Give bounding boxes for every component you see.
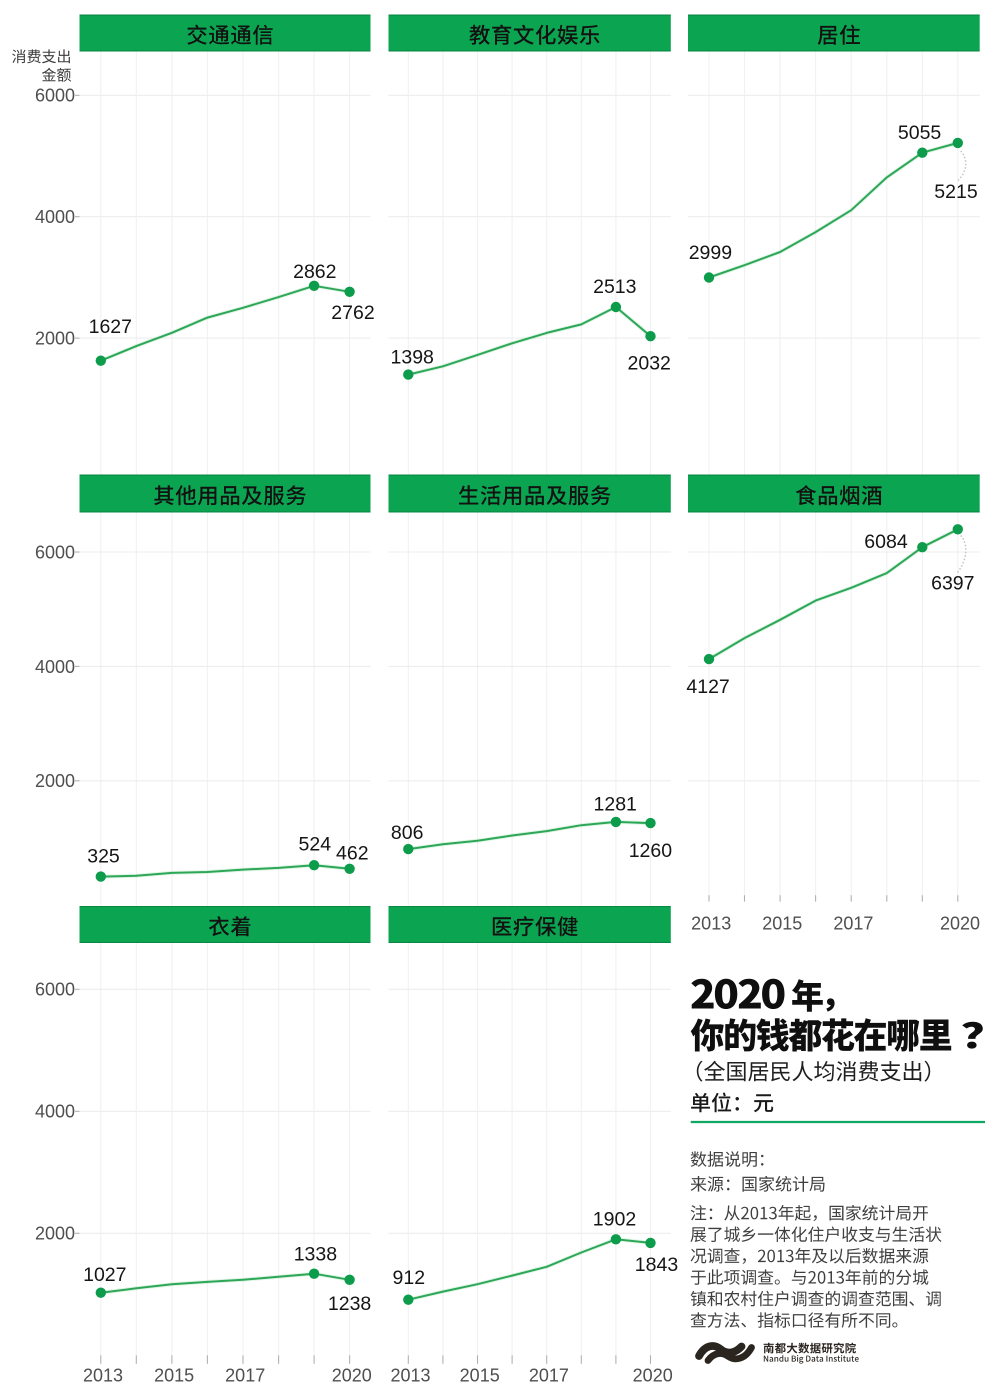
svg-text:1627: 1627 — [89, 316, 132, 338]
svg-text:2513: 2513 — [593, 276, 636, 298]
svg-text:6000: 6000 — [35, 542, 75, 562]
svg-text:524: 524 — [299, 834, 332, 856]
svg-text:2762: 2762 — [331, 302, 374, 324]
svg-text:5215: 5215 — [934, 181, 978, 203]
svg-text:1260: 1260 — [629, 840, 673, 862]
svg-text:1027: 1027 — [83, 1264, 126, 1286]
svg-text:4127: 4127 — [686, 676, 729, 698]
svg-text:806: 806 — [391, 822, 424, 844]
svg-text:6397: 6397 — [931, 573, 974, 595]
svg-text:5055: 5055 — [898, 122, 942, 144]
svg-text:462: 462 — [336, 843, 369, 865]
svg-text:2015: 2015 — [460, 1366, 500, 1386]
svg-text:325: 325 — [87, 846, 120, 868]
svg-text:2020: 2020 — [633, 1366, 673, 1386]
svg-text:2000: 2000 — [35, 1224, 75, 1244]
svg-text:2999: 2999 — [689, 242, 732, 264]
svg-text:2032: 2032 — [628, 353, 671, 375]
svg-text:2020: 2020 — [332, 1366, 372, 1386]
svg-text:912: 912 — [393, 1267, 426, 1289]
svg-text:2017: 2017 — [225, 1366, 265, 1386]
svg-text:4000: 4000 — [35, 207, 75, 227]
svg-text:2013: 2013 — [390, 1366, 430, 1386]
svg-text:6000: 6000 — [35, 980, 75, 1000]
svg-text:6084: 6084 — [864, 531, 908, 553]
svg-text:1238: 1238 — [328, 1293, 371, 1315]
svg-text:2017: 2017 — [529, 1366, 569, 1386]
svg-text:1398: 1398 — [391, 347, 434, 369]
svg-text:2862: 2862 — [293, 261, 336, 283]
svg-text:4000: 4000 — [35, 1102, 75, 1122]
svg-text:2000: 2000 — [35, 329, 75, 349]
svg-text:2017: 2017 — [833, 914, 873, 934]
svg-text:6000: 6000 — [35, 86, 75, 106]
svg-text:2013: 2013 — [691, 914, 731, 934]
svg-text:1338: 1338 — [294, 1244, 337, 1266]
svg-text:2013: 2013 — [83, 1366, 123, 1386]
svg-text:2020: 2020 — [940, 914, 980, 934]
svg-text:2015: 2015 — [762, 914, 802, 934]
svg-text:2000: 2000 — [35, 771, 75, 791]
svg-text:4000: 4000 — [35, 657, 75, 677]
svg-text:1281: 1281 — [594, 793, 637, 815]
svg-text:1843: 1843 — [635, 1254, 678, 1276]
svg-text:1902: 1902 — [593, 1209, 636, 1231]
svg-text:2015: 2015 — [154, 1366, 194, 1386]
